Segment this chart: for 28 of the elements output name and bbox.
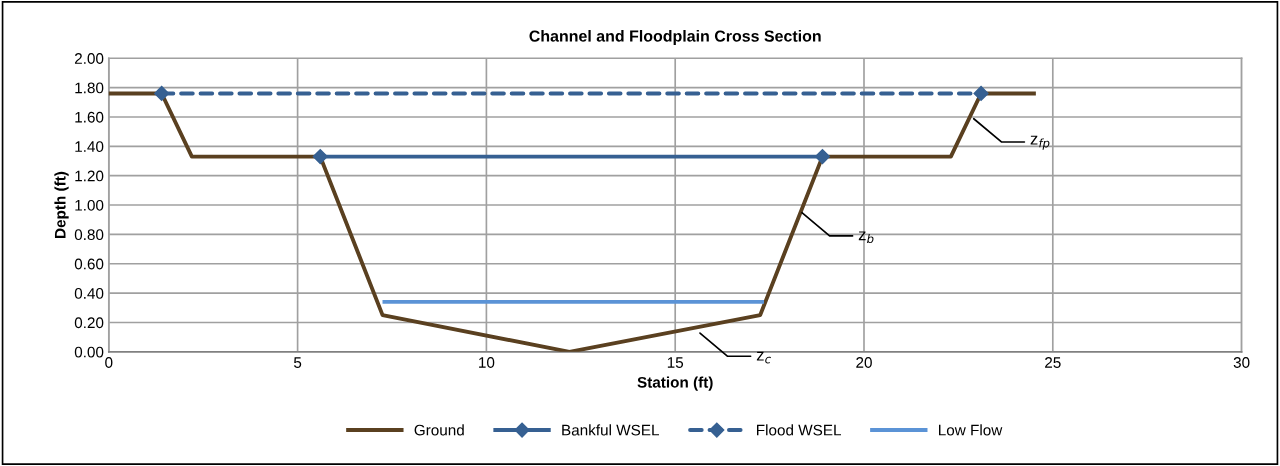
x-tick-label: 25 (1045, 357, 1061, 368)
y-tick-label: 0.00 (74, 346, 104, 358)
x-tick-label: 20 (856, 357, 872, 368)
legend-label: Ground (414, 424, 464, 436)
legend-label: Bankful WSEL (562, 424, 659, 436)
y-tick-label: 1.20 (75, 170, 104, 182)
x-tick-label: 10 (479, 357, 495, 368)
annotation: z$_{b}$ (858, 231, 874, 244)
y-tick-label: 2.00 (74, 53, 104, 64)
annotation: z$_{fp}$ (1030, 135, 1050, 150)
y-axis-title: Depth (ft) (54, 171, 69, 238)
annotation: z$_{c}$ (756, 351, 771, 364)
x-tick-label: 0 (105, 357, 113, 368)
y-tick-label: 1.00 (75, 199, 104, 211)
y-tick-label: 1.60 (75, 111, 104, 123)
x-axis-title: Station (ft) (637, 376, 713, 391)
legend-label: Low Flow (939, 424, 1003, 436)
y-tick-label: 1.80 (75, 82, 104, 94)
chart-title: Channel and Floodplain Cross Section (529, 30, 821, 45)
x-tick-label: 5 (293, 357, 302, 368)
y-tick-label: 1.40 (75, 141, 104, 153)
y-tick-label: 0.20 (74, 317, 104, 329)
x-tick-label: 30 (1233, 357, 1250, 368)
legend-label: Flood WSEL (757, 424, 842, 436)
x-tick-label: 15 (667, 357, 684, 368)
y-tick-label: 0.80 (74, 229, 104, 241)
y-tick-label: 0.60 (74, 258, 104, 270)
y-tick-label: 0.40 (74, 287, 104, 299)
